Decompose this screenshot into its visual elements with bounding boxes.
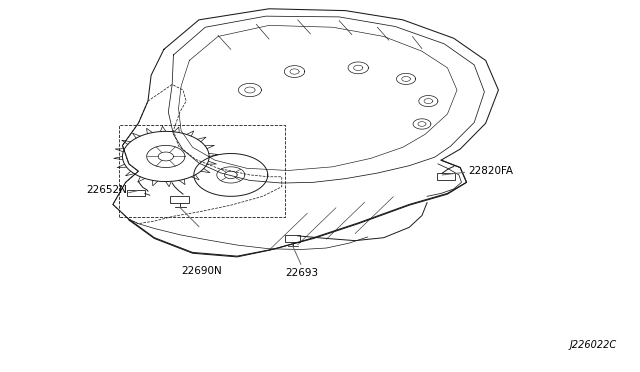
FancyBboxPatch shape [170,196,189,203]
FancyBboxPatch shape [127,190,145,196]
Text: 22820FA: 22820FA [468,166,513,176]
Text: 22652N: 22652N [86,185,127,195]
Text: 22693: 22693 [285,268,319,278]
FancyBboxPatch shape [285,235,300,242]
Text: 22690N: 22690N [182,266,223,276]
FancyBboxPatch shape [437,173,455,180]
Text: J226022C: J226022C [569,340,616,350]
